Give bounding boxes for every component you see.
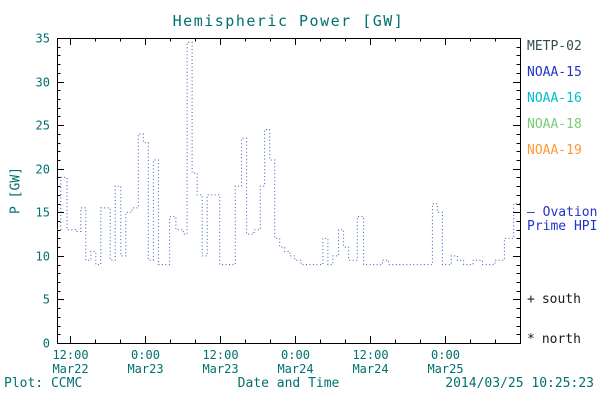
svg-text:Mar23: Mar23 [202,362,238,376]
svg-text:12:00: 12:00 [352,348,388,362]
chart-title: Hemispheric Power [GW] [172,12,405,30]
svg-text:Mar24: Mar24 [352,362,388,376]
svg-text:30: 30 [36,76,50,90]
svg-text:12:00: 12:00 [52,348,88,362]
plot-frame [57,38,521,344]
svg-text:12:00: 12:00 [202,348,238,362]
ovation-label-line2: Prime HPI [527,219,598,234]
legend-item: NOAA-16 [527,91,582,106]
asterisk-marker-icon: * [527,332,535,347]
svg-text:20: 20 [36,163,50,177]
marker-south-label: south [541,292,581,307]
legend-item: NOAA-19 [527,143,582,158]
svg-text:0:00: 0:00 [131,348,160,362]
legend-item: NOAA-15 [527,65,582,80]
svg-text:Mar22: Mar22 [52,362,88,376]
svg-text:Mar23: Mar23 [127,362,163,376]
ovation-line-sample: — Ovation [527,205,598,220]
plot-timestamp: 2014/03/25 10:25:23 [445,376,594,391]
svg-text:15: 15 [36,206,50,220]
legend-satellites: METP-02 NOAA-15 NOAA-16 NOAA-18 NOAA-19 [527,36,582,166]
hpi-step-line [57,41,520,266]
x-axis-label: Date and Time [237,376,340,391]
svg-text:Mar24: Mar24 [277,362,313,376]
svg-text:5: 5 [43,293,50,307]
plus-marker-icon: + [527,292,535,307]
marker-north: * north [527,332,581,347]
marker-north-label: north [541,332,581,347]
svg-text:10: 10 [36,250,50,264]
marker-south: + south [527,292,581,307]
svg-text:35: 35 [36,32,50,46]
legend-item: NOAA-18 [527,117,582,132]
svg-text:0: 0 [43,337,50,351]
plot-credit: Plot: CCMC [4,376,83,391]
svg-text:25: 25 [36,119,50,133]
legend-item: METP-02 [527,39,582,54]
ovation-label: — Ovation Prime HPI [527,206,597,234]
svg-text:Mar25: Mar25 [427,362,463,376]
svg-text:0:00: 0:00 [431,348,460,362]
svg-text:0:00: 0:00 [281,348,310,362]
